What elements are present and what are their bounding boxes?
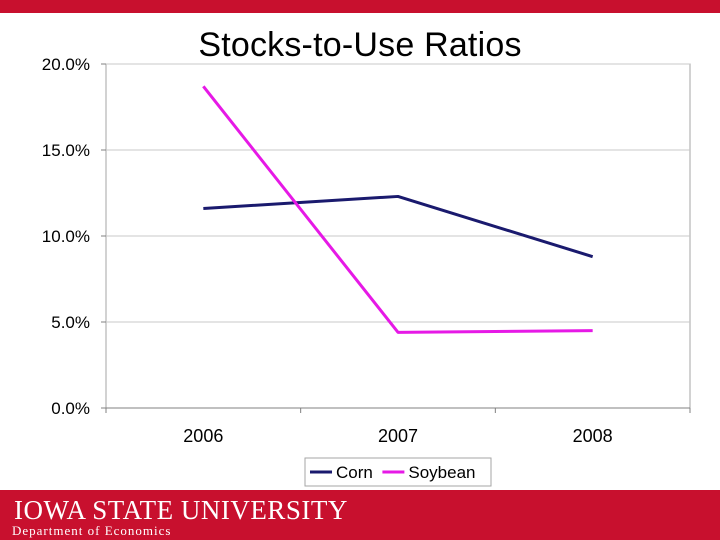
y-tick-label: 15.0% bbox=[42, 141, 90, 160]
x-tick-label: 2006 bbox=[183, 426, 223, 446]
x-tick-label: 2008 bbox=[573, 426, 613, 446]
y-tick-label: 5.0% bbox=[51, 313, 90, 332]
legend: Corn Soybean bbox=[304, 457, 492, 487]
x-tick-label: 2007 bbox=[378, 426, 418, 446]
footer-bar: IOWA STATE UNIVERSITY Department of Econ… bbox=[0, 490, 720, 540]
university-logo: IOWA STATE UNIVERSITY bbox=[14, 495, 348, 525]
legend-label: Soybean bbox=[408, 463, 475, 482]
series-lines bbox=[202, 85, 594, 334]
x-axis-ticks: 2006 2007 2008 bbox=[105, 407, 691, 446]
page-title: Stocks-to-Use Ratios bbox=[198, 26, 522, 64]
series-line-corn bbox=[203, 194, 594, 259]
y-axis-ticks: 0.0% 5.0% 10.0% 15.0% 20.0% bbox=[42, 55, 106, 418]
y-tick-label: 10.0% bbox=[42, 227, 90, 246]
top-accent-bar bbox=[0, 0, 720, 13]
y-tick-label: 0.0% bbox=[51, 399, 90, 418]
line-chart: 0.0% 5.0% 10.0% 15.0% 20.0% 2006 2007 2008 Cor… bbox=[42, 55, 691, 487]
series-line-soybean bbox=[202, 85, 593, 334]
y-tick-label: 20.0% bbox=[42, 55, 90, 74]
legend-label: Corn bbox=[336, 463, 373, 482]
department-name: Department of Economics bbox=[12, 523, 172, 538]
